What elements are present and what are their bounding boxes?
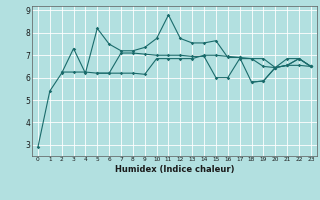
X-axis label: Humidex (Indice chaleur): Humidex (Indice chaleur) xyxy=(115,165,234,174)
